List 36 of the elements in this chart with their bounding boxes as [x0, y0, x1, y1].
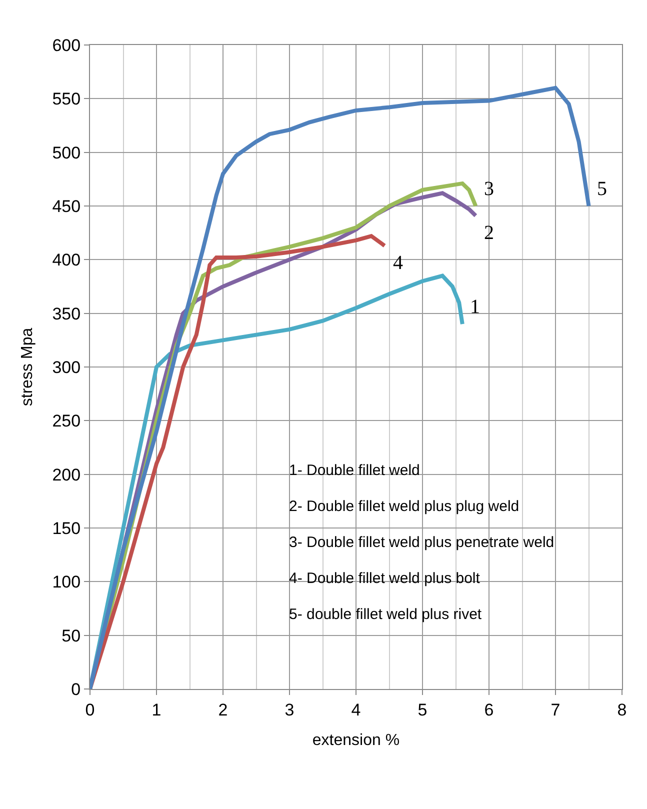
- series-label: 5: [597, 178, 607, 200]
- y-tick-label: 150: [52, 518, 81, 538]
- x-tick-label: 5: [418, 700, 428, 720]
- x-tick-label: 4: [351, 700, 361, 720]
- y-tick-label: 0: [71, 680, 81, 699]
- y-tick-label: 250: [52, 412, 81, 431]
- annotation: 5- double fillet weld plus rivet: [289, 606, 482, 623]
- y-tick-label: 50: [62, 626, 81, 646]
- series-label: 4: [393, 252, 403, 274]
- y-tick-label: 300: [52, 358, 81, 377]
- line-series: [90, 86, 591, 689]
- annotation: 1- Double fillet weld: [289, 462, 420, 479]
- y-tick-label: 450: [52, 196, 81, 216]
- y-tick-label: 550: [52, 90, 81, 109]
- x-tick-label: 2: [218, 700, 228, 720]
- annotation: 3- Double fillet weld plus penetrate weld: [289, 534, 554, 551]
- annotation: 4- Double fillet weld plus bolt: [289, 570, 481, 587]
- x-tick-label: 0: [85, 700, 95, 720]
- series-label: 1: [470, 296, 480, 318]
- y-tick-label: 400: [52, 250, 81, 270]
- x-tick-label: 7: [550, 700, 560, 720]
- y-axis-title: stress Mpa: [19, 328, 36, 406]
- series-label: 3: [484, 178, 494, 200]
- series-label: 2: [484, 222, 494, 244]
- y-tick-label: 200: [52, 465, 81, 484]
- x-tick-label: 6: [484, 700, 494, 720]
- y-tick-label: 100: [52, 572, 81, 592]
- x-axis-title: extension %: [312, 732, 400, 750]
- line-series: [90, 234, 387, 689]
- x-tick-label: 3: [284, 700, 294, 720]
- y-tick-label: 500: [52, 143, 81, 162]
- y-tick-label: 600: [52, 36, 81, 55]
- y-tick-label: 350: [52, 304, 81, 324]
- x-tick-label: 1: [152, 700, 162, 720]
- annotation: 2- Double fillet weld plus plug weld: [289, 498, 520, 515]
- x-tick-label: 8: [617, 700, 627, 720]
